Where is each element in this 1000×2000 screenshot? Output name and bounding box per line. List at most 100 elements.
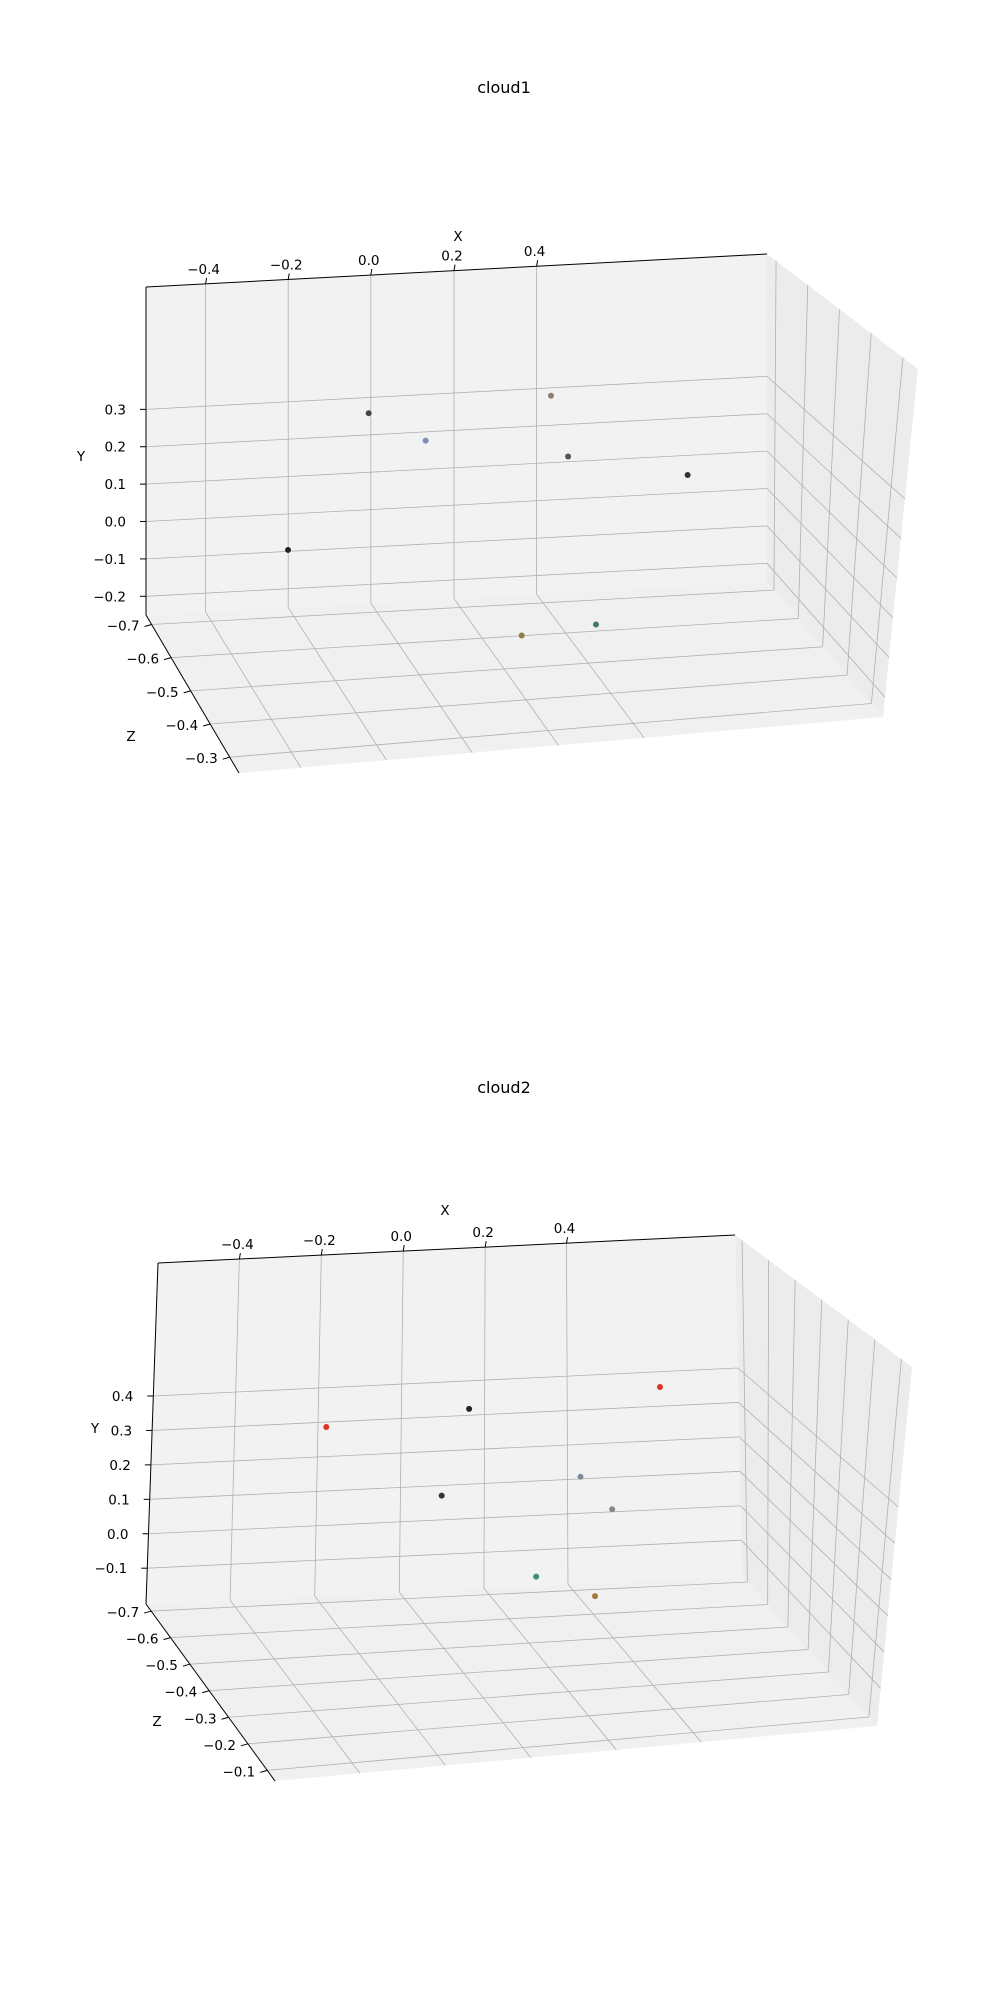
z-axis-line: [145, 1603, 276, 1782]
x-tick-mark: [205, 277, 208, 284]
z-tick-mark: [202, 1690, 210, 1694]
x-grid-line: [314, 1255, 322, 1597]
y-axis-line: [145, 1262, 159, 1605]
y-grid-line: [153, 1367, 738, 1397]
z-tick-mark: [182, 1663, 190, 1667]
x-tick-label: 0.0: [358, 253, 379, 269]
y-grid-line: [152, 1402, 739, 1431]
data-point: [656, 1383, 663, 1390]
z-tick-mark: [183, 690, 191, 694]
grid-cloud2: [145, 1234, 912, 1782]
z-tick-mark: [144, 623, 152, 627]
floor-pane: [146, 1576, 877, 1781]
chart-cloud1-svg: cloud1 −0.4 −0.2 0.0 0.2 0.4 −0.2 −0.1 0.0 0.1 0.…: [76, 78, 918, 774]
z-tick-mark: [260, 1769, 268, 1773]
chart-cloud1: cloud1 −0.4 −0.2 0.0 0.2 0.4 −0.2 −0.1 0.0 0.1 0.…: [76, 78, 918, 774]
z-axis-line: [145, 614, 240, 774]
points-cloud2: [323, 1383, 663, 1600]
side-pane: [767, 254, 918, 717]
y-side-grid-line: [766, 376, 906, 500]
y-grid-line: [145, 525, 768, 560]
z-tick-mark: [203, 723, 211, 727]
data-point: [438, 1492, 445, 1499]
x-floor-grid-line: [287, 607, 387, 761]
x-grid-line: [483, 1247, 486, 1589]
data-point: [577, 1473, 584, 1480]
x-grid-line: [398, 1251, 404, 1593]
y-grid-line: [150, 1436, 740, 1466]
tick-labels-cloud2: −0.4 −0.2 0.0 0.2 0.4 −0.1 0.0 0.1 0.2 0.3 0.4 −0.7…: [94, 1221, 575, 1780]
z-side-grid-line: [822, 309, 840, 647]
z-grid-line: [247, 1694, 849, 1745]
x-tick-mark: [566, 1237, 569, 1244]
z-tick-mark: [163, 657, 172, 661]
data-point: [547, 392, 554, 399]
x-tick-mark: [402, 1245, 405, 1252]
z-grid-line: [151, 589, 774, 625]
x-axis-line: [157, 1234, 736, 1264]
data-point: [518, 632, 525, 639]
back-pane: [146, 1235, 742, 1604]
z-side-grid-line: [868, 1359, 902, 1718]
z-grid-line: [170, 1604, 768, 1639]
z-tick-label: −0.5: [145, 1658, 178, 1674]
chart-title: cloud1: [477, 78, 531, 97]
y-grid-line: [145, 450, 768, 485]
data-point: [365, 410, 372, 417]
z-tick-label: −0.4: [164, 1685, 197, 1701]
y-side-grid-line: [766, 488, 894, 619]
y-side-grid-line: [740, 1505, 885, 1653]
z-tick-mark: [144, 1610, 152, 1614]
x-floor-grid-line: [567, 1583, 702, 1743]
z-axis-label: Z: [126, 729, 135, 745]
x-tick-mark: [453, 264, 456, 271]
x-tick-label: −0.2: [270, 257, 303, 273]
x-floor-grid-line: [536, 594, 645, 739]
y-grid-line: [145, 413, 768, 448]
data-point: [533, 1573, 540, 1580]
z-grid-line: [209, 1649, 809, 1692]
z-grid-line: [151, 1581, 748, 1612]
x-tick-label: 0.2: [441, 249, 462, 265]
x-axis-label: X: [453, 229, 462, 245]
y-side-grid-line: [766, 413, 902, 539]
y-grid-line: [149, 1470, 740, 1500]
x-axis-line: [145, 253, 768, 288]
data-point: [285, 546, 292, 553]
data-point: [593, 621, 600, 628]
grid-cloud1: [145, 253, 918, 774]
z-tick-label: −0.6: [126, 652, 159, 668]
z-tick-mark: [240, 1743, 249, 1747]
z-grid-line: [189, 1626, 788, 1665]
tick-labels-cloud1: −0.4 −0.2 0.0 0.2 0.4 −0.2 −0.1 0.0 0.1 0.2 0.3 −0.…: [93, 244, 545, 767]
x-tick-label: −0.4: [187, 262, 220, 278]
y-tick-label: 0.0: [105, 515, 126, 531]
y-tick-label: 0.0: [107, 1527, 128, 1543]
x-tick-mark: [238, 1252, 241, 1260]
data-point: [323, 1423, 330, 1430]
z-tick-mark: [163, 1637, 171, 1641]
data-point: [565, 453, 572, 460]
z-tick-label: −0.1: [222, 1764, 255, 1780]
x-tick-mark: [370, 268, 373, 276]
z-tick-mark: [222, 756, 230, 760]
y-tick-label: 0.1: [105, 477, 126, 493]
y-tick-label: 0.4: [112, 1389, 133, 1405]
x-grid-line: [566, 1243, 569, 1585]
chart-cloud2-svg: cloud2 −0.4 −0.2 0.0 0.2 0.4 −0.1 0.0 0.1 0.2 0.3…: [90, 1078, 912, 1782]
points-cloud1: [285, 392, 691, 639]
y-side-grid-line: [738, 1402, 896, 1544]
z-tick-label: −0.7: [106, 1605, 139, 1621]
x-floor-grid-line: [453, 598, 559, 746]
y-grid-line: [145, 562, 768, 597]
x-grid-line: [229, 1259, 240, 1601]
z-side-grid-line: [807, 1299, 823, 1650]
y-tick-label: 0.2: [109, 1458, 130, 1474]
y-tick-label: 0.3: [111, 1423, 132, 1439]
x-tick-label: −0.2: [303, 1233, 336, 1249]
x-tick-mark: [536, 260, 539, 267]
floor-pane: [146, 582, 883, 773]
x-tick-label: 0.4: [524, 244, 545, 260]
z-grid-line: [267, 1716, 869, 1771]
z-tick-label: −0.4: [165, 718, 198, 734]
